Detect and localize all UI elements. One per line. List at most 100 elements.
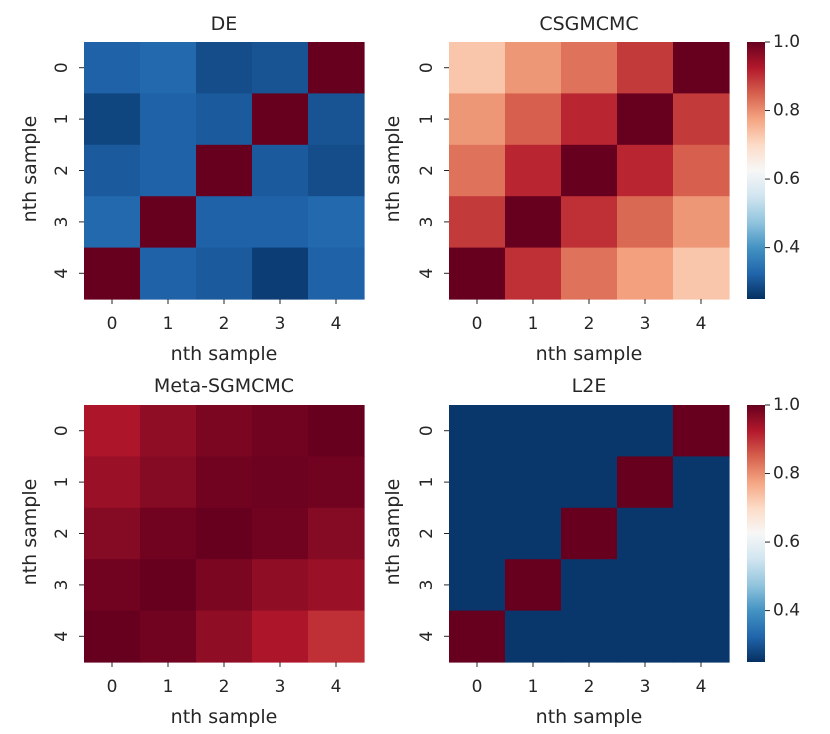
l2e-cell-r2-c1 [505,507,562,560]
de-x-tick-label: 4 [331,314,342,334]
panel-csgmcmc-ylabel: nth sample [382,116,404,223]
csgmcmc-cell-r0-c2 [561,42,618,94]
panel-csgmcmc: CSGMCMC 0 1 2 3 4 0 1 2 3 4 nth sample nth sampl… [382,13,730,365]
csgmcmc-cell-r1-c3 [617,93,674,146]
csgmcmc-x-tick-label: 1 [528,314,539,334]
meta-sgmcmc-cell-r4-c4 [308,610,365,663]
panel-de-x-ticks: 0 1 2 3 4 [107,299,342,334]
meta-sgmcmc-cell-r3-c3 [252,559,309,612]
l2e-cell-r1-c1 [505,456,562,509]
de-cell-r3-c3 [252,196,309,249]
de-cell-r3-c0 [84,196,141,249]
panel-csgmcmc-x-ticks: 0 1 2 3 4 [472,299,707,334]
l2e-y-tick-label: 4 [417,631,437,642]
colorbar-top-tick-label: 0.8 [773,101,800,121]
panel-de-y-ticks: 0 1 2 3 4 [52,62,84,279]
colorbar-bottom-tick-label: 0.4 [773,601,800,621]
l2e-cell-r4-c1 [505,610,562,663]
csgmcmc-cell-r3-c0 [449,196,506,249]
meta-sgmcmc-cell-r0-c4 [308,405,365,457]
l2e-cell-r2-c3 [617,507,674,560]
panel-l2e-cells [449,405,730,663]
de-cell-r0-c0 [84,42,141,94]
panel-de-title: DE [211,13,238,35]
meta-sgmcmc-cell-r2-c4 [308,507,365,560]
l2e-cell-r3-c0 [449,559,506,612]
meta-sgmcmc-cell-r4-c1 [140,610,197,663]
colorbar-top-ticks: 0.4 0.6 0.8 1.0 [765,32,800,258]
panel-de-ylabel: nth sample [19,116,41,223]
meta-sgmcmc-x-tick-label: 3 [275,677,286,697]
l2e-cell-r0-c2 [561,405,618,457]
l2e-cell-r3-c2 [561,559,618,612]
csgmcmc-y-tick-label: 1 [417,114,437,125]
l2e-cell-r0-c4 [673,405,730,457]
csgmcmc-cell-r1-c2 [561,93,618,146]
de-cell-r4-c3 [252,247,309,300]
csgmcmc-y-tick-label: 3 [417,216,437,227]
de-y-tick-label: 2 [52,165,72,176]
panel-de-xlabel: nth sample [171,343,278,365]
meta-sgmcmc-cell-r3-c1 [140,559,197,612]
l2e-cell-r4-c4 [673,610,730,663]
panel-l2e-ylabel: nth sample [382,479,404,586]
meta-sgmcmc-y-tick-label: 1 [52,477,72,488]
l2e-x-tick-label: 3 [640,677,651,697]
csgmcmc-cell-r1-c1 [505,93,562,146]
colorbar-top-gradient [747,42,765,299]
de-cell-r1-c3 [252,93,309,146]
de-y-tick-label: 4 [52,268,72,279]
meta-sgmcmc-x-tick-label: 2 [219,677,230,697]
csgmcmc-cell-r0-c0 [449,42,506,94]
colorbar-top-tick-label: 0.6 [773,169,800,189]
meta-sgmcmc-cell-r4-c2 [196,610,253,663]
colorbar-bottom-tick-label: 0.6 [773,532,800,552]
panel-l2e-title: L2E [572,375,607,397]
l2e-cell-r1-c2 [561,456,618,509]
de-cell-r1-c4 [308,93,365,146]
csgmcmc-cell-r2-c2 [561,144,618,197]
panel-meta-sgmcmc-y-ticks: 0 1 2 3 4 [52,425,84,642]
colorbar-bottom-gradient [747,405,765,662]
de-cell-r0-c3 [252,42,309,94]
panel-de: DE 0 1 2 3 4 0 1 2 3 4 nth sample nth sample [19,13,365,365]
meta-sgmcmc-cell-r0-c2 [196,405,253,457]
de-y-tick-label: 0 [52,62,72,73]
meta-sgmcmc-cell-r2-c1 [140,507,197,560]
panel-csgmcmc-cells [449,42,730,300]
de-cell-r2-c4 [308,144,365,197]
csgmcmc-cell-r4-c4 [673,247,730,300]
meta-sgmcmc-x-tick-label: 0 [107,677,118,697]
de-cell-r2-c0 [84,144,141,197]
de-cell-r1-c2 [196,93,253,146]
csgmcmc-y-tick-label: 4 [417,268,437,279]
de-cell-r3-c2 [196,196,253,249]
de-cell-r0-c4 [308,42,365,94]
l2e-y-tick-label: 2 [417,528,437,539]
de-cell-r0-c2 [196,42,253,94]
de-cell-r4-c4 [308,247,365,300]
de-cell-r2-c2 [196,144,253,197]
de-cell-r4-c0 [84,247,141,300]
meta-sgmcmc-cell-r3-c4 [308,559,365,612]
csgmcmc-cell-r2-c3 [617,144,674,197]
panel-meta-sgmcmc-title: Meta-SGMCMC [154,375,294,397]
panel-meta-sgmcmc-xlabel: nth sample [171,706,278,728]
l2e-cell-r3-c4 [673,559,730,612]
panel-l2e-xlabel: nth sample [536,706,643,728]
meta-sgmcmc-cell-r3-c0 [84,559,141,612]
csgmcmc-x-tick-label: 4 [696,314,707,334]
de-x-tick-label: 2 [219,314,230,334]
l2e-y-tick-label: 1 [417,477,437,488]
csgmcmc-x-tick-label: 2 [584,314,595,334]
de-cell-r4-c2 [196,247,253,300]
panel-l2e: L2E 0 1 2 3 4 0 1 2 3 4 nth sample nth sample [382,375,730,728]
csgmcmc-cell-r3-c1 [505,196,562,249]
csgmcmc-x-tick-label: 0 [472,314,483,334]
csgmcmc-y-tick-label: 2 [417,165,437,176]
l2e-cell-r2-c2 [561,507,618,560]
panel-csgmcmc-xlabel: nth sample [536,343,643,365]
meta-sgmcmc-cell-r4-c0 [84,610,141,663]
csgmcmc-cell-r4-c3 [617,247,674,300]
de-cell-r2-c1 [140,144,197,197]
